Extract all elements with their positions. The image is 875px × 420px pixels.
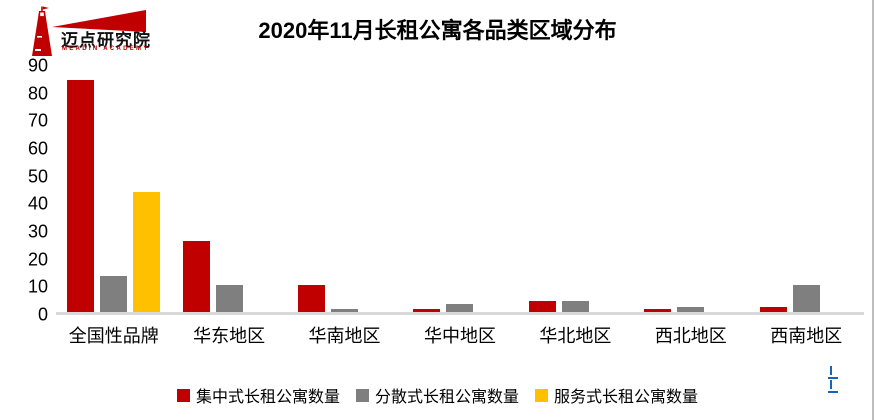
- bar-group: [518, 66, 633, 312]
- legend-label: 集中式长租公寓数量: [195, 389, 340, 406]
- y-tick-label: 80: [27, 83, 48, 104]
- plot-area: [56, 66, 864, 315]
- bar-chart: 0 10 20 30 40 50 60 70 80 90 全国性品牌 华东地区 华南地区 华中地区 华北地…: [22, 56, 864, 348]
- bar: [644, 309, 672, 312]
- bar-group: [171, 66, 286, 312]
- bar: [298, 284, 326, 312]
- y-tick-label: 90: [27, 55, 48, 76]
- bar-group: [633, 66, 748, 312]
- bar: [182, 240, 210, 312]
- legend-item: 服务式长租公寓数量: [535, 383, 698, 407]
- logo: 迈点研究院 MEADIN ACADEMY: [24, 5, 164, 59]
- y-tick-label: 60: [27, 138, 48, 159]
- bar: [413, 309, 441, 312]
- bar: [792, 284, 820, 312]
- bar: [331, 309, 359, 312]
- bar-group: [287, 66, 402, 312]
- x-tick-label: 西北地区: [654, 326, 727, 346]
- bar: [67, 79, 95, 312]
- bar: [133, 191, 161, 312]
- bar: [677, 306, 705, 312]
- logo-name: 迈点研究院: [61, 31, 151, 50]
- bar: [561, 301, 589, 312]
- legend-item: 分散式长租公寓数量: [355, 383, 519, 407]
- legend-label: 服务式长租公寓数量: [554, 389, 699, 406]
- y-tick-label: 10: [27, 276, 48, 297]
- clipped-link-fragment: [828, 380, 838, 393]
- bar-group: [402, 66, 517, 312]
- x-axis: 全国性品牌 华东地区 华南地区 华中地区 华北地区 西北地区 西南地区: [56, 315, 864, 348]
- legend-swatch: [176, 388, 190, 402]
- clipped-link-fragment: [828, 366, 838, 379]
- bar-group: [56, 66, 171, 312]
- legend: 集中式长租公寓数量 分散式长租公寓数量 服务式长租公寓数量: [0, 383, 875, 407]
- y-tick-label: 50: [27, 166, 48, 187]
- bar: [446, 303, 474, 312]
- bar-group: [749, 66, 864, 312]
- y-tick-label: 0: [37, 304, 48, 325]
- legend-swatch: [535, 388, 548, 402]
- lighthouse-logo-icon: [32, 6, 146, 56]
- y-tick-label: 70: [27, 110, 48, 131]
- y-tick-label: 30: [27, 221, 48, 242]
- logo-subtitle: MEADIN ACADEMY: [62, 46, 150, 52]
- legend-label: 分散式长租公寓数量: [374, 389, 519, 406]
- y-tick-label: 40: [27, 193, 48, 214]
- x-tick-label: 华东地区: [193, 326, 266, 346]
- legend-swatch: [355, 388, 369, 402]
- x-tick-label: 华中地区: [423, 326, 496, 346]
- legend-item: 集中式长租公寓数量: [176, 383, 340, 407]
- bar: [759, 306, 787, 312]
- right-edge-border: [872, 0, 874, 420]
- y-axis: 0 10 20 30 40 50 60 70 80 90: [22, 56, 56, 325]
- chart-title: 2020年11月长租公寓各品类区域分布: [258, 18, 617, 43]
- x-tick-label: 华南地区: [308, 326, 381, 346]
- x-tick-label: 华北地区: [539, 326, 612, 346]
- bar: [100, 276, 128, 312]
- bar: [215, 284, 243, 312]
- x-tick-label: 全国性品牌: [68, 326, 159, 346]
- y-tick-label: 20: [27, 249, 48, 270]
- x-tick-label: 西南地区: [770, 326, 843, 346]
- bar: [528, 301, 556, 312]
